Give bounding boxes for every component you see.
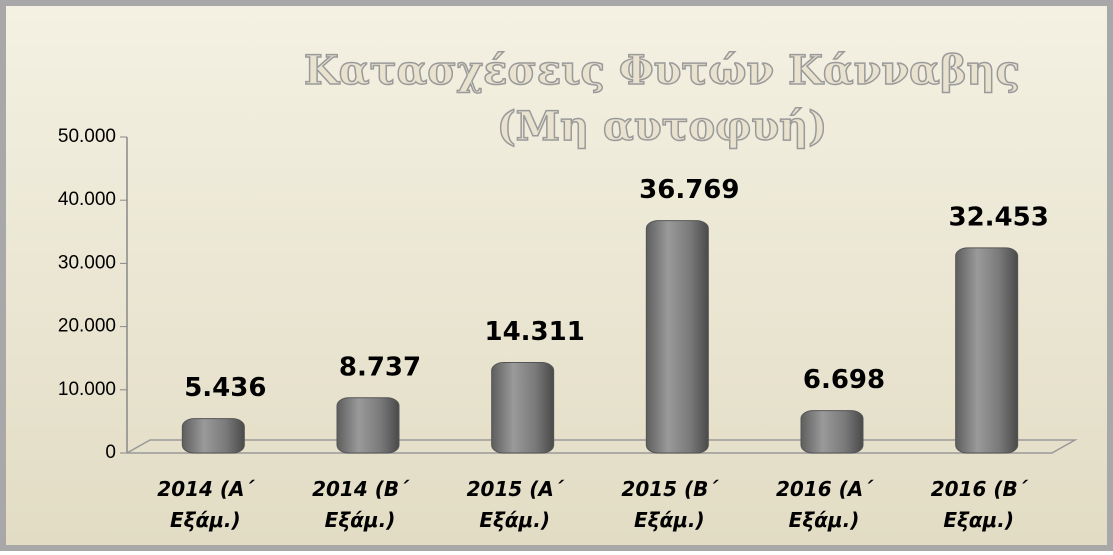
bar xyxy=(491,362,555,454)
data-label: 36.769 xyxy=(639,175,739,205)
y-tick-label: 30.000 xyxy=(58,252,116,273)
bar xyxy=(181,418,245,454)
data-label: 6.698 xyxy=(803,365,885,395)
bar xyxy=(800,410,864,454)
y-tick-label: 0 xyxy=(105,442,116,463)
floor xyxy=(126,439,1078,454)
y-tick-label: 40.000 xyxy=(58,189,116,210)
y-tick-label: 20.000 xyxy=(58,316,116,337)
bar xyxy=(336,397,400,454)
y-tick-label: 10.000 xyxy=(58,379,116,400)
data-label: 5.436 xyxy=(184,373,266,403)
x-tick-label: 2015 (Α΄ Εξάμ.) xyxy=(467,477,565,532)
data-label: 14.311 xyxy=(484,317,584,347)
y-tick-label: 50.000 xyxy=(58,126,116,147)
x-tick-label: 2015 (Β΄ Εξάμ.) xyxy=(621,477,719,532)
x-tick-label: 2016 (Β΄ Εξαμ.) xyxy=(931,477,1029,532)
x-tick-label: 2016 (Α΄ Εξάμ.) xyxy=(776,477,874,532)
data-label: 32.453 xyxy=(948,202,1048,232)
x-tick-label: 2014 (Α΄ Εξάμ.) xyxy=(157,477,255,532)
x-tick-label: 2014 (Β΄ Εξάμ.) xyxy=(312,477,410,532)
chart-title: (Μη αυτοφυή) xyxy=(497,103,827,150)
bar xyxy=(645,220,709,454)
chart-title: Κατασχέσεις Φυτών Κάνναβης xyxy=(304,47,1020,94)
data-label: 8.737 xyxy=(339,352,421,382)
bar xyxy=(955,247,1019,454)
